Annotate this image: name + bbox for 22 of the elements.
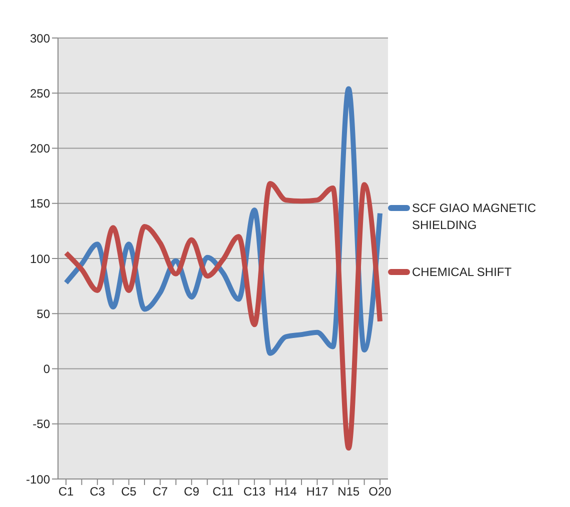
x-tick-label: C11: [212, 484, 234, 499]
x-tick-label: H17: [306, 484, 329, 499]
y-tick-label: 0: [43, 362, 50, 376]
legend-label: CHEMICAL SHIFT: [412, 264, 512, 281]
y-tick-label: 50: [36, 306, 50, 321]
x-tick-label: C1: [58, 484, 74, 499]
y-tick-label: 100: [30, 252, 50, 266]
x-tick-label: C13: [243, 484, 266, 499]
legend-label: SCF GIAO MAGNETIC SHIELDING: [412, 200, 538, 234]
x-tick-label: C9: [184, 484, 200, 499]
x-tick-label: C3: [90, 484, 106, 499]
x-tick-label: O20: [368, 484, 392, 499]
x-tick-label: C7: [152, 484, 168, 499]
x-tick-label: C5: [121, 484, 137, 499]
y-tick-label: 150: [30, 196, 50, 211]
x-tick-label: N15: [338, 484, 360, 499]
y-tick-label: 200: [30, 142, 50, 156]
x-tick-label: H14: [274, 484, 298, 499]
y-tick-label: -50: [32, 417, 50, 432]
y-tick-label: 300: [30, 31, 50, 46]
y-tick-label: -100: [26, 472, 50, 486]
y-tick-label: 250: [30, 86, 50, 100]
